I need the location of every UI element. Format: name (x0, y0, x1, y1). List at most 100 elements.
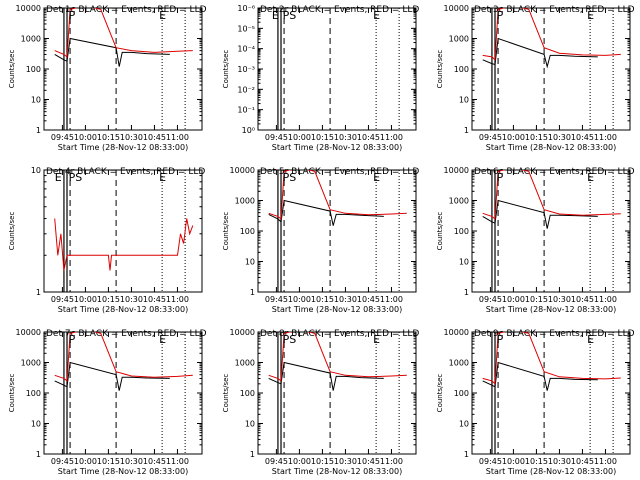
event-marker-label: P (497, 333, 504, 346)
panel-5: Det 5r BLACK = Events, RED = LLD 1 10 100 10… (222, 166, 419, 314)
x-tick-label: 10:00 (288, 295, 311, 304)
y-tick-label: 1 (464, 288, 469, 297)
x-tick-label: 10:15 (97, 295, 120, 304)
series-line-lld (482, 8, 621, 61)
x-tick-label: 11:00 (380, 133, 403, 142)
panel-title: Det 8r BLACK = Events, RED = LLD (260, 329, 419, 339)
panel-2: Det 2r BLACK = Events, RED = LLD 10⁰ 10⁻¹ 1… (222, 4, 419, 152)
y-tick-label: 10000 (444, 328, 469, 337)
x-tick-label: 11:00 (594, 457, 617, 466)
x-tick-label: 09:45 (265, 457, 288, 466)
y-tick-label: 1000 (21, 359, 41, 368)
x-tick-label: 10:00 (502, 457, 525, 466)
plot-frame (257, 169, 417, 293)
x-tick-label: 10:30 (334, 133, 357, 142)
x-axis-label: Start Time (28-Nov-12 08:33:00) (272, 305, 402, 314)
y-tick-label: 100 (240, 389, 255, 398)
x-tick-label: 10:15 (525, 457, 548, 466)
y-tick-label: 100 (240, 227, 255, 236)
y-tick-label: 10 (459, 258, 469, 267)
y-tick-label: 10000 (16, 328, 41, 337)
y-tick-label: 100 (26, 65, 41, 74)
y-tick-label: 1 (464, 126, 469, 135)
y-tick-label: 10000 (16, 4, 41, 13)
x-tick-label: 10:45 (143, 295, 166, 304)
y-tick-label: 10⁻⁵ (237, 24, 255, 33)
series-line-events (54, 37, 170, 67)
y-tick-label: 10 (245, 258, 255, 267)
series-line-events (54, 361, 170, 391)
x-tick-label: 10:30 (548, 457, 571, 466)
panel-title: Det 9c BLACK = Events, RED = LLD (474, 329, 635, 339)
vertical-lines (491, 170, 614, 292)
series-group (482, 332, 621, 391)
event-marker-label: E (587, 9, 594, 22)
event-marker-label: P (497, 9, 504, 22)
x-tick-label: 09:45 (479, 457, 502, 466)
x-axis-label: Start Time (28-Nov-12 08:33:00) (486, 143, 616, 152)
event-marker-label: E (587, 333, 594, 346)
y-tick-label: 1 (464, 450, 469, 459)
event-marker-label: PS (283, 9, 297, 22)
event-marker-label: E (159, 171, 166, 184)
series-group (482, 8, 621, 69)
x-tick-label: 09:45 (51, 457, 74, 466)
y-tick-label: 1 (36, 450, 41, 459)
x-tick-label: 10:45 (571, 457, 594, 466)
y-tick-label: 1000 (449, 197, 469, 206)
plot-frame (43, 169, 203, 293)
x-tick-label: 10:30 (120, 295, 143, 304)
event-marker-label: PS (69, 171, 83, 184)
x-tick-label: 10:45 (143, 133, 166, 142)
vertical-lines (63, 170, 186, 292)
panel-1: Det 1c BLACK = Events, RED = LLD 1 10 100 10… (8, 4, 207, 152)
y-tick-label: 10 (31, 420, 41, 429)
y-axis-label: Counts/sec (8, 50, 16, 89)
y-tick-label: 1 (250, 288, 255, 297)
panel-title: Det 5r BLACK = Events, RED = LLD (260, 167, 419, 177)
x-tick-label: 09:45 (51, 133, 74, 142)
y-tick-label: 1 (36, 288, 41, 297)
event-marker-label: E (373, 333, 380, 346)
panel-9: Det 9c BLACK = Events, RED = LLD 1 10 100 10… (436, 328, 635, 476)
x-tick-label: 10:00 (74, 295, 97, 304)
y-tick-label: 1000 (21, 35, 41, 44)
plot-frame (43, 331, 203, 455)
x-axis-label: Start Time (28-Nov-12 08:33:00) (272, 467, 402, 476)
y-tick-label: 10 (31, 166, 41, 175)
y-tick-label: 1 (250, 450, 255, 459)
x-tick-label: 10:30 (334, 457, 357, 466)
x-tick-label: 10:30 (120, 457, 143, 466)
y-axis-label: Counts/sec (8, 374, 16, 413)
event-marker-label: E (373, 171, 380, 184)
x-tick-label: 09:45 (265, 133, 288, 142)
y-tick-label: 10 (31, 96, 41, 105)
y-tick-label: 100 (454, 227, 469, 236)
y-axis-label: Counts/sec (222, 212, 230, 251)
y-tick-label: 10⁻⁴ (237, 45, 255, 54)
y-tick-label: 100 (26, 389, 41, 398)
series-line-events (482, 361, 598, 391)
event-marker-label: P (69, 333, 76, 346)
y-tick-label: 10⁻¹ (237, 106, 255, 115)
x-axis-label: Start Time (28-Nov-12 08:33:00) (486, 467, 616, 476)
event-marker-label: P (497, 171, 504, 184)
series-line-lld (54, 218, 194, 271)
panel-4: Det 4r BLACK = Events, RED = LLD 1 10 Count… (8, 166, 205, 314)
event-marker-label: E (159, 9, 166, 22)
panel-title: Det 1c BLACK = Events, RED = LLD (46, 5, 207, 15)
x-tick-label: 10:15 (97, 133, 120, 142)
vertical-lines (63, 8, 186, 130)
x-tick-label: 09:45 (51, 295, 74, 304)
panel-6: Det 6c BLACK = Events, RED = LLD 1 10 100 10… (436, 166, 635, 314)
panel-title: Det 7c BLACK = Events, RED = LLD (46, 329, 207, 339)
x-tick-label: 10:30 (120, 133, 143, 142)
x-tick-label: 11:00 (380, 457, 403, 466)
x-tick-label: 11:00 (594, 133, 617, 142)
x-axis-label: Start Time (28-Nov-12 08:33:00) (58, 143, 188, 152)
x-tick-label: 10:00 (288, 133, 311, 142)
x-tick-label: 10:00 (502, 133, 525, 142)
panel-title: Det 2r BLACK = Events, RED = LLD (260, 5, 419, 15)
y-tick-label: 100 (454, 65, 469, 74)
